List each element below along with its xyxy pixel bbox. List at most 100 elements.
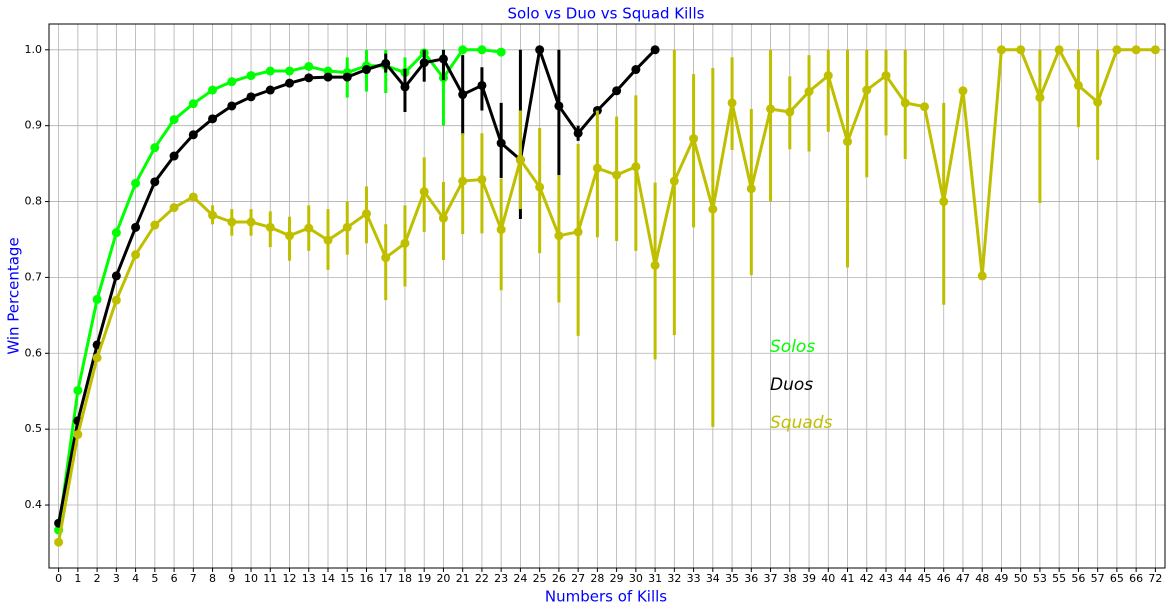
point bbox=[131, 222, 141, 232]
point bbox=[708, 204, 718, 214]
point bbox=[554, 231, 564, 241]
point bbox=[265, 222, 275, 232]
series bbox=[54, 45, 660, 528]
point bbox=[111, 295, 121, 305]
x-tick-label: 50 bbox=[1014, 572, 1028, 585]
point bbox=[208, 114, 218, 124]
point bbox=[188, 130, 198, 140]
x-tick-label: 29 bbox=[610, 572, 624, 585]
point bbox=[285, 231, 295, 241]
point bbox=[227, 217, 237, 227]
point bbox=[612, 170, 622, 180]
x-tick-label: 27 bbox=[571, 572, 585, 585]
point bbox=[477, 45, 487, 55]
x-tick-label: 8 bbox=[209, 572, 216, 585]
point bbox=[1054, 45, 1064, 55]
point bbox=[361, 209, 371, 219]
point bbox=[458, 45, 468, 55]
point bbox=[342, 72, 352, 82]
x-tick-label: 35 bbox=[725, 572, 739, 585]
point bbox=[1016, 45, 1026, 55]
point bbox=[131, 250, 141, 260]
x-tick-label: 22 bbox=[475, 572, 489, 585]
point bbox=[419, 187, 429, 197]
point bbox=[285, 66, 295, 76]
point bbox=[208, 85, 218, 95]
x-tick-label: 30 bbox=[629, 572, 643, 585]
point bbox=[573, 227, 583, 237]
x-tick-label: 10 bbox=[244, 572, 258, 585]
x-tick-label: 18 bbox=[398, 572, 412, 585]
point bbox=[438, 213, 448, 223]
x-tick-label: 2 bbox=[94, 572, 101, 585]
x-tick-label: 24 bbox=[513, 572, 527, 585]
x-tick-label: 28 bbox=[590, 572, 604, 585]
point bbox=[631, 65, 641, 75]
x-tick-label: 45 bbox=[917, 572, 931, 585]
point bbox=[727, 98, 737, 108]
x-tick-label: 40 bbox=[821, 572, 835, 585]
x-tick-label: 3 bbox=[113, 572, 120, 585]
series bbox=[54, 45, 1160, 547]
point bbox=[977, 271, 987, 281]
point bbox=[265, 66, 275, 76]
point bbox=[361, 65, 371, 75]
point bbox=[111, 228, 121, 238]
point bbox=[400, 82, 410, 92]
point bbox=[111, 271, 121, 281]
point bbox=[496, 138, 506, 148]
point bbox=[304, 223, 314, 233]
x-tick-label: 55 bbox=[1052, 572, 1066, 585]
series bbox=[54, 45, 506, 535]
point bbox=[92, 294, 102, 304]
point bbox=[150, 177, 160, 187]
point bbox=[612, 86, 622, 96]
x-tick-label: 31 bbox=[648, 572, 662, 585]
point bbox=[169, 151, 179, 161]
x-tick-label: 34 bbox=[706, 572, 720, 585]
point bbox=[689, 134, 699, 144]
x-tick-label: 4 bbox=[132, 572, 139, 585]
point bbox=[323, 235, 333, 245]
point bbox=[746, 184, 756, 194]
y-tick-label: 0.9 bbox=[25, 119, 43, 132]
point bbox=[265, 85, 275, 95]
point bbox=[650, 45, 660, 55]
x-tick-label: 39 bbox=[802, 572, 816, 585]
x-tick-label: 53 bbox=[1033, 572, 1047, 585]
x-tick-label: 72 bbox=[1148, 572, 1162, 585]
x-tick-label: 17 bbox=[379, 572, 393, 585]
x-tick-label: 26 bbox=[552, 572, 566, 585]
point bbox=[881, 71, 891, 81]
x-tick-label: 66 bbox=[1129, 572, 1143, 585]
x-tick-label: 47 bbox=[956, 572, 970, 585]
point bbox=[458, 176, 468, 186]
point bbox=[188, 192, 198, 202]
x-tick-label: 46 bbox=[937, 572, 951, 585]
point bbox=[477, 80, 487, 90]
legend-label: Solos bbox=[770, 337, 815, 357]
point bbox=[381, 253, 391, 263]
point bbox=[150, 143, 160, 153]
point bbox=[862, 85, 872, 95]
point bbox=[208, 210, 218, 220]
x-tick-label: 6 bbox=[171, 572, 178, 585]
series-line bbox=[57, 46, 1156, 543]
x-tick-label: 23 bbox=[494, 572, 508, 585]
point bbox=[419, 58, 429, 68]
x-tick-label: 1 bbox=[74, 572, 81, 585]
point bbox=[1073, 80, 1083, 90]
point bbox=[535, 45, 545, 55]
point bbox=[573, 128, 583, 138]
x-tick-label: 48 bbox=[975, 572, 989, 585]
point bbox=[285, 78, 295, 88]
x-tick-label: 21 bbox=[456, 572, 470, 585]
point bbox=[477, 175, 487, 185]
x-tick-label: 14 bbox=[321, 572, 335, 585]
point bbox=[996, 45, 1006, 55]
x-tick-label: 9 bbox=[228, 572, 235, 585]
x-tick-label: 0 bbox=[55, 572, 62, 585]
point bbox=[650, 260, 660, 270]
point bbox=[438, 54, 448, 64]
x-tick-label: 19 bbox=[417, 572, 431, 585]
